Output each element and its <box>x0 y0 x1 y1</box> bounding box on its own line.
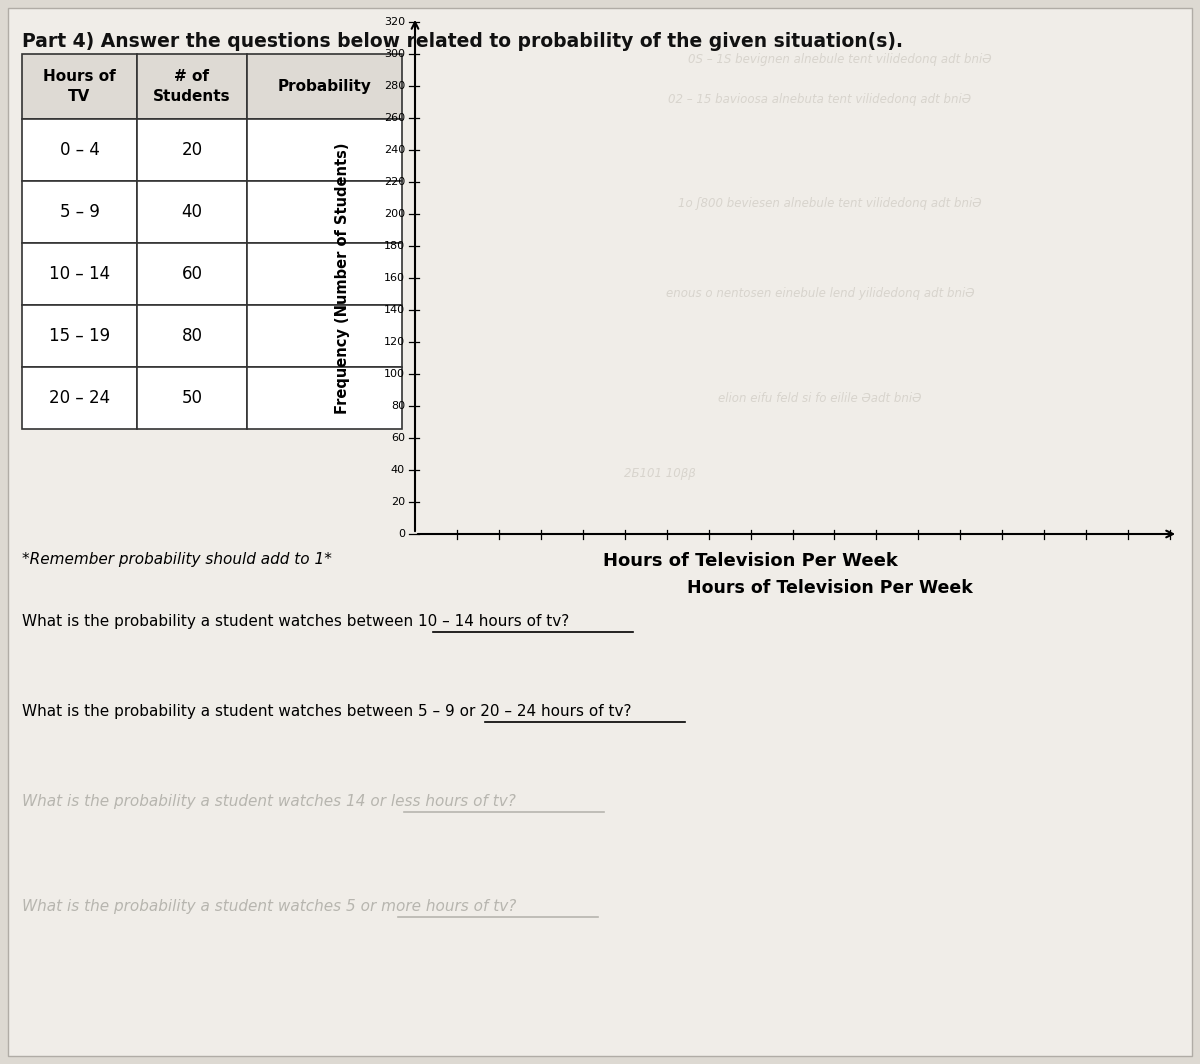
Bar <box>247 243 402 305</box>
Text: 60: 60 <box>181 265 203 283</box>
Text: *Remember probability should add to 1*: *Remember probability should add to 1* <box>22 552 332 567</box>
Text: 160: 160 <box>384 273 406 283</box>
Text: Hours of Television Per Week: Hours of Television Per Week <box>602 552 898 570</box>
Text: Probability: Probability <box>277 79 372 94</box>
Text: 220: 220 <box>384 177 406 187</box>
Bar <box>22 119 137 181</box>
Text: 120: 120 <box>384 337 406 347</box>
Bar <box>22 243 137 305</box>
Text: What is the probability a student watches between 10 – 14 hours of tv?: What is the probability a student watche… <box>22 614 569 629</box>
Bar <box>137 54 247 119</box>
Bar <box>137 305 247 367</box>
Text: What is the probability a student watches 14 or less hours of tv?: What is the probability a student watche… <box>22 794 516 809</box>
Bar <box>247 119 402 181</box>
Text: enous o nentosen einebule lend yilidedonq adt bniƏ: enous o nentosen einebule lend yilidedon… <box>666 287 974 300</box>
Text: 0S – 1S bevignen alnebule tent vilidedonq adt bniƏ: 0S – 1S bevignen alnebule tent vilidedon… <box>689 52 991 66</box>
Text: 40: 40 <box>181 203 203 221</box>
Text: 02 – 15 bavioosa alnebuta tent vilidedonq adt bniƏ: 02 – 15 bavioosa alnebuta tent vilidedon… <box>668 93 972 105</box>
Text: 15 – 19: 15 – 19 <box>49 327 110 345</box>
Text: 0 – 4: 0 – 4 <box>60 142 100 159</box>
Bar <box>22 367 137 429</box>
Text: 5 – 9: 5 – 9 <box>60 203 100 221</box>
Text: 300: 300 <box>384 49 406 59</box>
Text: Frequency (Number of Students): Frequency (Number of Students) <box>336 143 350 414</box>
Text: 320: 320 <box>384 17 406 27</box>
Text: 240: 240 <box>384 145 406 155</box>
Text: 0: 0 <box>398 529 406 539</box>
Bar <box>137 119 247 181</box>
Text: 20: 20 <box>391 497 406 508</box>
Bar <box>247 367 402 429</box>
Text: 260: 260 <box>384 113 406 123</box>
Text: 280: 280 <box>384 81 406 92</box>
Text: 2Б101 10ββ: 2Б101 10ββ <box>624 467 696 481</box>
Text: 80: 80 <box>181 327 203 345</box>
Text: 140: 140 <box>384 305 406 315</box>
Text: 180: 180 <box>384 242 406 251</box>
Text: # of
Students: # of Students <box>154 69 230 104</box>
Bar <box>247 305 402 367</box>
Bar <box>137 243 247 305</box>
Text: What is the probability a student watches between 5 – 9 or 20 – 24 hours of tv?: What is the probability a student watche… <box>22 704 631 719</box>
Text: 100: 100 <box>384 369 406 379</box>
Text: 20: 20 <box>181 142 203 159</box>
Text: What is the probability a student watches 5 or more hours of tv?: What is the probability a student watche… <box>22 899 516 914</box>
Bar <box>22 181 137 243</box>
Text: Part 4) Answer the questions below related to probability of the given situation: Part 4) Answer the questions below relat… <box>22 32 904 51</box>
Text: 200: 200 <box>384 209 406 219</box>
Text: 80: 80 <box>391 401 406 411</box>
Text: 50: 50 <box>181 389 203 408</box>
Text: 60: 60 <box>391 433 406 443</box>
Bar <box>22 54 137 119</box>
Bar <box>137 181 247 243</box>
Bar <box>22 305 137 367</box>
Text: elion eifu feld si fo eilile Əadt bniƏ: elion eifu feld si fo eilile Əadt bniƏ <box>719 393 922 405</box>
Text: 40: 40 <box>391 465 406 475</box>
Text: 20 – 24: 20 – 24 <box>49 389 110 408</box>
Text: Hours of Television Per Week: Hours of Television Per Week <box>688 579 973 597</box>
Text: Hours of
TV: Hours of TV <box>43 69 116 104</box>
Bar <box>247 54 402 119</box>
Bar <box>137 367 247 429</box>
Text: 1o ʃ800 beviesen alnebule tent vilidedonq adt bniƏ: 1o ʃ800 beviesen alnebule tent vilidedon… <box>678 198 982 211</box>
Bar <box>247 181 402 243</box>
Text: 10 – 14: 10 – 14 <box>49 265 110 283</box>
